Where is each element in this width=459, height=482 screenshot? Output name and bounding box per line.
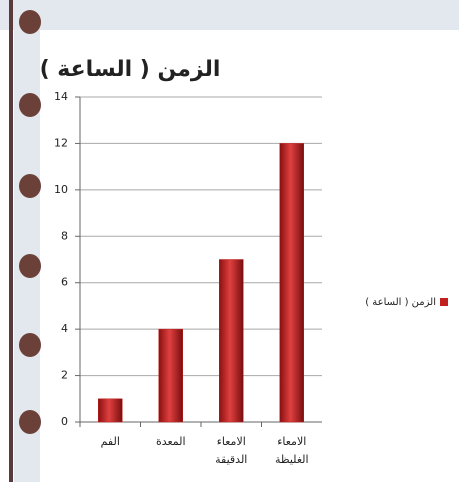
legend-label: الزمن ( الساعة ): [365, 297, 436, 308]
left-strip: [14, 0, 40, 482]
y-tick-label: 14: [54, 90, 68, 103]
y-tick-label: 6: [61, 276, 68, 289]
y-tick-label: 4: [61, 322, 68, 335]
spiral-rings: [19, 10, 41, 434]
y-tick-label: 0: [61, 415, 68, 428]
bar: [98, 398, 123, 423]
y-tick-label: 8: [61, 229, 68, 242]
x-tick-label: المعدة: [156, 435, 186, 448]
binding-line: [9, 0, 13, 482]
chart-title: الزمن ( الساعة ): [40, 57, 221, 82]
x-tick-label: الامعاء الغليظة: [275, 435, 309, 466]
bar: [219, 259, 244, 423]
y-tick-label: 10: [54, 183, 68, 196]
bar: [279, 143, 304, 423]
top-strip: [0, 0, 459, 30]
y-tick-label: 12: [54, 136, 68, 149]
bar: [158, 328, 183, 423]
legend-swatch: [440, 298, 448, 306]
x-tick-label: الفم: [101, 435, 120, 448]
x-tick-label: الامعاء الدقيقة: [215, 435, 247, 466]
y-tick-label: 2: [61, 369, 68, 382]
